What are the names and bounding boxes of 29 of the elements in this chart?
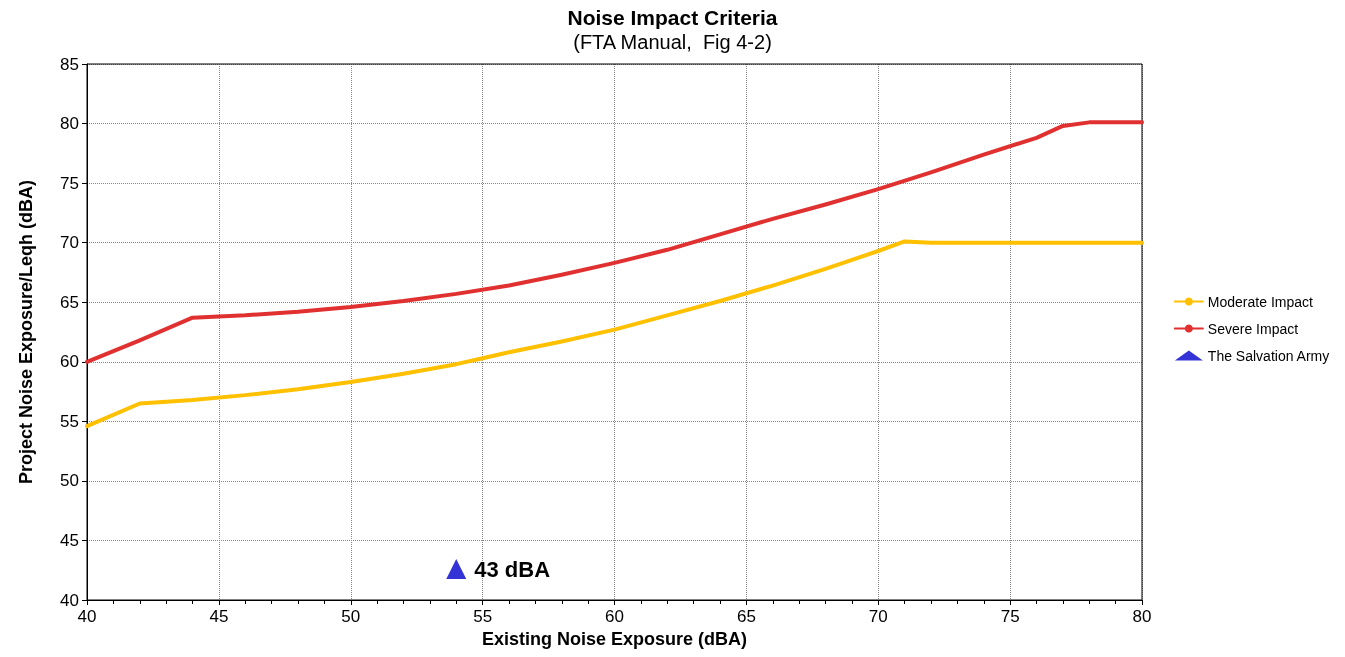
x-tick-label: 60 (605, 607, 624, 626)
y-tick-label: 55 (60, 411, 79, 431)
legend-label: Moderate Impact (1207, 293, 1313, 310)
line-series (85, 239, 1144, 429)
annotation: 43 dBA (474, 556, 551, 582)
line-series (85, 120, 1144, 364)
x-tick-label: 40 (77, 607, 97, 626)
chart-subtitle: (FTA Manual, Fig 4-2) (573, 31, 772, 53)
y-tick-label: 50 (60, 471, 79, 491)
y-axis-title: Project Noise Exposure/Leqh (dBA) (16, 179, 36, 485)
x-tick-label: 80 (1132, 607, 1152, 626)
x-axis-title: Existing Noise Exposure (dBA) (481, 628, 748, 649)
y-tick-label: 45 (60, 530, 79, 550)
chart-title: Noise Impact Criteria (567, 6, 778, 29)
y-tick-label: 75 (60, 173, 79, 193)
x-tick-label: 55 (473, 607, 493, 626)
x-tick-label: 45 (209, 607, 229, 626)
y-tick-label: 70 (60, 233, 79, 253)
x-tick-label: 50 (341, 607, 361, 626)
y-tick-label: 65 (60, 292, 79, 312)
y-tick-label: 40 (60, 590, 79, 610)
x-tick-label: 70 (868, 607, 888, 626)
legend-label: Severe Impact (1207, 320, 1299, 337)
x-tick-label: 75 (1000, 607, 1020, 626)
y-tick-label: 60 (60, 352, 79, 372)
legend-label: The Salvation Army (1207, 347, 1330, 364)
y-tick-label: 80 (60, 114, 79, 134)
y-tick-label: 85 (60, 54, 79, 74)
x-tick-label: 65 (736, 607, 756, 626)
